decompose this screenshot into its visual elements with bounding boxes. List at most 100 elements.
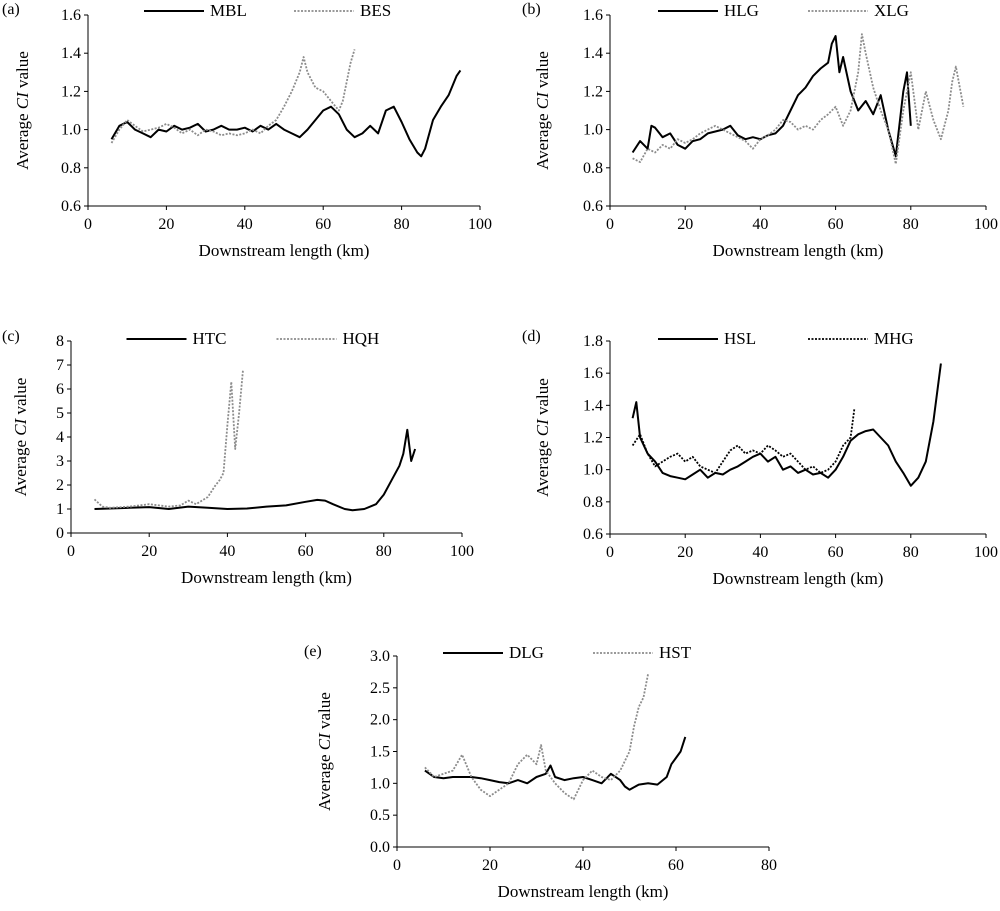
y-axis-title-italic: CI: [533, 418, 552, 436]
panel-label: (a): [2, 1, 20, 18]
series-line-hsl: [631, 363, 942, 487]
y-axis-title-suffix: value: [533, 378, 552, 419]
y-tick-label: 1.4: [61, 45, 81, 62]
legend-label-dlg: DLG: [509, 643, 544, 662]
legend-label-mbl: MBL: [210, 1, 247, 20]
y-tick-label: 0.6: [583, 526, 603, 543]
legend-label-htc: HTC: [193, 329, 227, 348]
x-tick-label: 60: [668, 857, 684, 874]
y-axis-title-suffix: value: [13, 51, 32, 92]
y-tick-label: 1.5: [370, 744, 390, 761]
x-tick-label: 40: [752, 544, 768, 561]
panel-label: (c): [2, 328, 20, 345]
legend-label-hlg: HLG: [724, 1, 759, 20]
y-tick-label: 1.0: [583, 462, 603, 479]
x-axis-title: Downstream length (km): [498, 882, 669, 901]
y-axis-title-italic: CI: [533, 91, 552, 109]
x-tick-label: 80: [903, 544, 919, 561]
legend-label-xlg: XLG: [874, 1, 909, 20]
y-axis-title-prefix: Average: [533, 109, 552, 170]
y-tick-label: 7: [56, 357, 64, 374]
x-tick-label: 80: [394, 216, 410, 233]
panel-label: (e): [304, 643, 322, 660]
x-tick-label: 20: [677, 216, 693, 233]
x-tick-label: 60: [315, 216, 331, 233]
y-tick-label: 1.6: [583, 7, 603, 24]
legend-label-mhg: MHG: [874, 329, 914, 348]
y-axis-title-prefix: Average: [13, 109, 32, 170]
y-tick-label: 1.2: [583, 430, 603, 447]
x-axis-title: Downstream length (km): [713, 241, 884, 260]
x-tick-label: 40: [219, 543, 235, 560]
chart-panel-d: 0.6 0.8 1.0 1.2 1.4 1.6 1.8 0 20 40 60 80 100 Downstr…: [522, 328, 998, 588]
series-line-xlg: [632, 33, 965, 165]
y-axis-title-prefix: Average: [315, 750, 334, 811]
y-tick-label: 0.8: [583, 160, 603, 177]
x-tick-label: 0: [393, 857, 401, 874]
y-axis-title-italic: CI: [11, 417, 30, 435]
y-tick-label: 1.0: [370, 775, 390, 792]
y-axis-title: Average CI value: [13, 51, 32, 170]
y-axis-title-prefix: Average: [533, 436, 552, 497]
x-tick-label: 80: [903, 216, 919, 233]
x-tick-label: 40: [752, 216, 768, 233]
series-line-hlg: [631, 35, 912, 158]
x-tick-label: 60: [298, 543, 314, 560]
x-tick-label: 100: [450, 543, 474, 560]
series-line-htc: [94, 428, 417, 512]
x-axis-title: Downstream length (km): [713, 569, 884, 588]
chart-panel-a: 0.6 0.8 1.0 1.2 1.4 1.6 0 20 40 60 80 100 Downstream…: [2, 1, 492, 260]
y-tick-label: 0.8: [583, 494, 603, 511]
y-tick-label: 1: [56, 501, 64, 518]
series-line-dlg: [424, 736, 687, 791]
y-tick-label: 0.8: [61, 160, 81, 177]
y-tick-label: 1.8: [583, 333, 603, 350]
y-tick-label: 3: [56, 453, 64, 470]
panel-label: (d): [522, 328, 541, 345]
y-tick-label: 1.6: [583, 365, 603, 382]
y-tick-label: 0.5: [370, 807, 390, 824]
y-tick-label: 2: [56, 477, 64, 494]
y-tick-label: 1.2: [61, 83, 81, 100]
x-axis-title: Downstream length (km): [199, 241, 370, 260]
x-tick-label: 20: [482, 857, 498, 874]
x-axis-title: Downstream length (km): [181, 568, 352, 587]
y-tick-label: 0: [56, 525, 64, 542]
x-tick-label: 80: [376, 543, 392, 560]
y-tick-label: 3.0: [370, 648, 390, 665]
x-tick-label: 0: [606, 544, 614, 561]
y-axis-title: Average CI value: [533, 51, 552, 170]
panel-label: (b): [522, 1, 541, 18]
x-tick-label: 40: [237, 216, 253, 233]
series-line-bes: [110, 49, 356, 144]
y-axis-title: Average CI value: [11, 378, 30, 497]
x-tick-label: 100: [974, 216, 998, 233]
y-tick-label: 1.4: [583, 45, 603, 62]
y-axis-title-suffix: value: [315, 692, 334, 733]
x-tick-label: 20: [158, 216, 174, 233]
series-line-mbl: [110, 69, 462, 158]
x-tick-label: 40: [575, 857, 591, 874]
y-tick-label: 0.6: [61, 198, 81, 215]
y-tick-label: 1.0: [583, 122, 603, 139]
y-tick-label: 0.0: [370, 839, 390, 856]
y-tick-label: 2.5: [370, 680, 390, 697]
chart-panel-e: 0.0 0.5 1.0 1.5 2.0 2.5 3.0 0 20 40 60 80 Downstream…: [304, 643, 777, 901]
y-axis-title-suffix: value: [533, 51, 552, 92]
y-axis-title-italic: CI: [315, 732, 334, 750]
x-tick-label: 0: [606, 216, 614, 233]
x-tick-label: 0: [67, 543, 75, 560]
x-tick-label: 80: [761, 857, 777, 874]
series-line-hqh: [93, 369, 244, 509]
y-tick-label: 2.0: [370, 712, 390, 729]
legend-label-hqh: HQH: [343, 329, 380, 348]
legend-label-hsl: HSL: [724, 329, 756, 348]
legend-label-hst: HST: [659, 643, 692, 662]
y-tick-label: 5: [56, 405, 64, 422]
y-tick-label: 1.6: [61, 7, 81, 24]
series-line-hst: [424, 673, 649, 801]
x-tick-label: 100: [974, 544, 998, 561]
legend-label-bes: BES: [360, 1, 391, 20]
series-line-mhg: [631, 408, 856, 474]
